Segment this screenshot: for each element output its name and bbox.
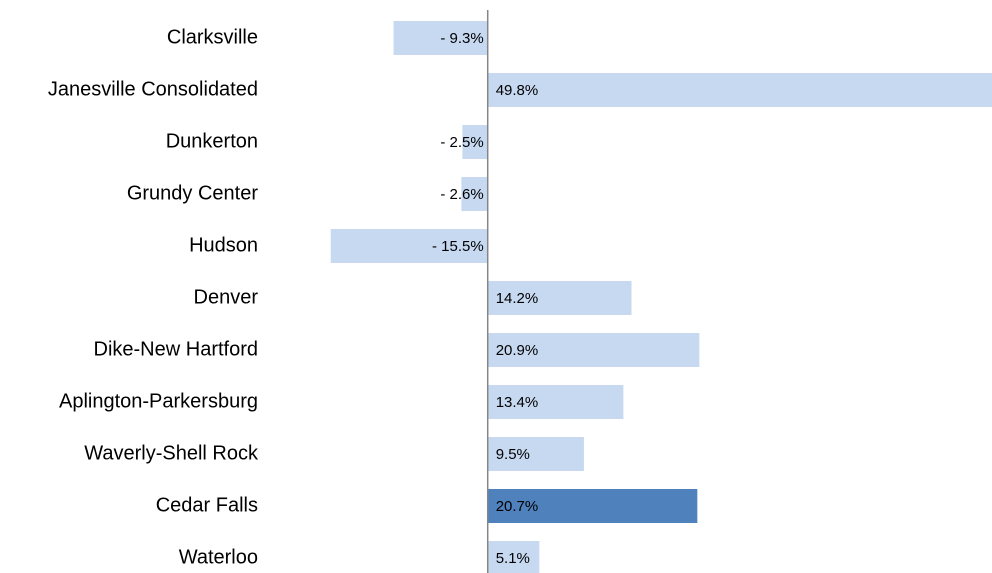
bar: [393, 21, 488, 55]
category-label: Janesville Consolidated: [48, 78, 258, 100]
value-label: 49.8%: [496, 82, 539, 99]
bar: [487, 489, 698, 523]
value-label: 5.1%: [496, 550, 530, 567]
bar: [487, 541, 540, 573]
bar: [462, 125, 488, 159]
value-label: - 9.3%: [440, 30, 483, 47]
category-label: Hudson: [189, 234, 258, 256]
category-label: Waverly-Shell Rock: [84, 442, 259, 464]
bar: [487, 73, 992, 107]
category-label: Dike-New Hartford: [94, 338, 258, 360]
category-label: Waterloo: [179, 546, 258, 568]
category-label: Denver: [194, 286, 259, 308]
bar: [487, 437, 584, 471]
value-label: - 2.6%: [440, 186, 483, 203]
category-label: Dunkerton: [166, 130, 258, 152]
category-label: Clarksville: [167, 26, 258, 48]
value-label: 20.7%: [496, 498, 539, 515]
bar: [330, 229, 488, 263]
bar: [487, 385, 624, 419]
bar: [487, 333, 700, 367]
value-label: - 2.5%: [440, 134, 483, 151]
value-label: - 15.5%: [432, 238, 484, 255]
value-label: 20.9%: [496, 342, 539, 359]
category-label: Grundy Center: [127, 182, 259, 204]
bar: [461, 177, 488, 211]
category-label: Cedar Falls: [156, 494, 258, 516]
category-label: Aplington-Parkersburg: [59, 390, 258, 412]
bar: [487, 281, 632, 315]
value-label: 9.5%: [496, 446, 530, 463]
value-label: 13.4%: [496, 394, 539, 411]
value-label: 14.2%: [496, 290, 539, 307]
